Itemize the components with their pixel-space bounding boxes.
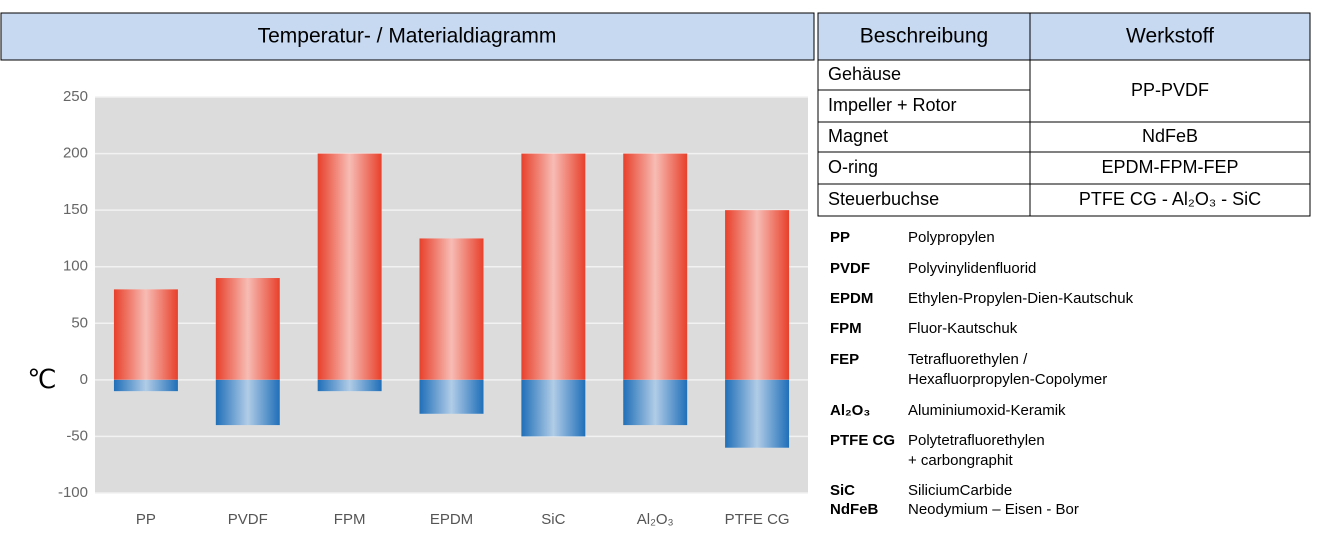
table-cell: NdFeB [1142, 126, 1198, 146]
bar [113, 289, 178, 380]
bar [521, 379, 586, 437]
abbreviation-text: Aluminiumoxid-Keramik [908, 402, 1066, 419]
abbreviation: NdFeB [830, 501, 879, 518]
x-tick-label: SiC [541, 511, 565, 528]
bar [623, 379, 688, 426]
table-cell: PTFE CG - Al₂O₃ - SiC [1079, 189, 1261, 209]
abbreviation-text: Polyvinylidenfluorid [908, 260, 1036, 277]
abbreviation: PP [830, 229, 850, 246]
bar [419, 238, 484, 380]
chart-title: Temperatur- / Materialdiagramm [258, 25, 557, 48]
abbreviation: PVDF [830, 260, 870, 277]
x-tick-label: PTFE CG [725, 511, 790, 528]
y-tick-label: 250 [63, 88, 88, 105]
table: Beschreibung Werkstoff Gehäuse PP-PVDF I… [817, 12, 1311, 217]
abbreviation-text: Ethylen-Propylen-Dien-Kautschuk [908, 290, 1134, 307]
x-tick-label: Al₂O₃ [637, 511, 674, 528]
abbreviation: Al₂O₃ [830, 402, 870, 419]
y-unit: ℃ [27, 364, 56, 394]
table-cell: EPDM-FPM-FEP [1102, 157, 1239, 177]
y-tick-label: 200 [63, 145, 88, 162]
x-tick-label: PVDF [228, 511, 268, 528]
table-header-cell [1029, 12, 1311, 61]
bar [725, 379, 790, 448]
table-cell: Gehäuse [828, 64, 901, 84]
y-tick-label: 0 [80, 371, 88, 388]
bar [419, 379, 484, 414]
abbreviation-text: Polypropylen [908, 229, 995, 246]
table-cell: Impeller + Rotor [828, 95, 957, 115]
x-tick-label: FPM [334, 511, 366, 528]
table-border [817, 59, 1311, 217]
y-tick-label: -100 [58, 484, 88, 501]
title-bar [0, 12, 815, 61]
bar [113, 379, 178, 392]
y-tick-label: -50 [66, 427, 88, 444]
bar [215, 379, 280, 426]
abbreviation: PTFE CG [830, 432, 895, 449]
bar [317, 379, 382, 392]
abbreviation-text: Neodymium – Eisen - Bor [908, 501, 1079, 518]
table-header: Beschreibung [860, 25, 988, 48]
abbreviation-text: + carbongraphit [908, 452, 1013, 469]
table-header-cell [817, 12, 1031, 61]
abbreviation-text: Polytetrafluorethylen [908, 432, 1045, 449]
abbreviation: EPDM [830, 290, 873, 307]
x-tick-label: EPDM [430, 511, 473, 528]
y-tick-label: 100 [63, 258, 88, 275]
abbreviation-text: SiliciumCarbide [908, 482, 1012, 499]
bar [215, 278, 280, 380]
abbreviation-text: Tetrafluorethylen / [908, 351, 1028, 368]
table-header: Werkstoff [1126, 25, 1214, 48]
table-cell: Magnet [828, 126, 888, 146]
table-cell: Steuerbuchse [828, 189, 939, 209]
abbreviation-text: Fluor-Kautschuk [908, 320, 1018, 337]
bar [317, 153, 382, 380]
abbreviation: SiC [830, 482, 855, 499]
x-tick-label: PP [136, 511, 156, 528]
abbreviation-text: Hexafluorpropylen-Copolymer [908, 371, 1107, 388]
y-tick-label: 50 [71, 314, 88, 331]
abbreviation: FPM [830, 320, 862, 337]
table-cell: PP-PVDF [1131, 80, 1209, 100]
bar [521, 153, 586, 380]
table-cell: O-ring [828, 157, 878, 177]
bar [623, 153, 688, 380]
abbreviation: FEP [830, 351, 859, 368]
y-tick-label: 150 [63, 201, 88, 218]
bar [725, 210, 790, 380]
